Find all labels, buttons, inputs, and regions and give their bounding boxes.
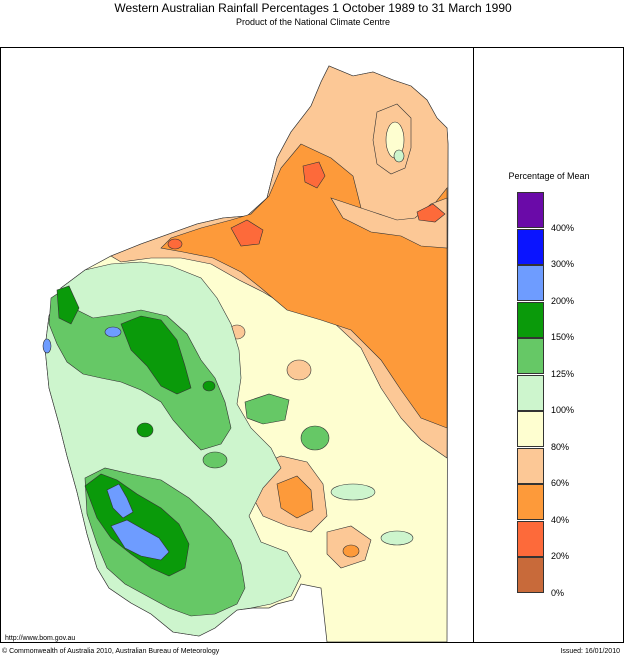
legend-label-150: 150% (551, 332, 575, 342)
legend-swatch-40 (517, 484, 544, 520)
legend-divider (473, 47, 474, 643)
legend-title: Percentage of Mean (508, 171, 590, 181)
legend-label-125: 125% (551, 368, 575, 379)
band-200-300-south (106, 483, 134, 519)
copyright-notice: © Commonwealth of Australia 2010, Austra… (2, 648, 220, 655)
legend-label-0: 0% (551, 587, 565, 598)
band-100-125-patch-east (330, 483, 376, 501)
band-150-200-small-spot (136, 422, 154, 438)
band-125-150-east-spot (244, 393, 290, 425)
band-100-125-island-north (393, 149, 405, 163)
band-125-150-coastal (48, 285, 232, 451)
legend-swatch-20 (517, 520, 544, 557)
band-40-60-southeast (342, 544, 360, 558)
map-frame (0, 47, 624, 643)
band-100-125-patch-southeast (380, 530, 414, 546)
legend-swatch-150 (517, 301, 544, 338)
legend-swatch-300 (517, 228, 544, 265)
band-20-40-spot-1 (302, 161, 326, 189)
legend-label-100: 100% (551, 405, 575, 415)
band-150-200-coastal (56, 285, 80, 325)
legend-swatch-125 (517, 338, 544, 374)
legend-label-40: 40% (551, 514, 570, 525)
rainfall-map (42, 65, 449, 642)
map-subtitle: Product of the National Climate Centre (235, 17, 391, 27)
legend-swatch-0 (517, 557, 544, 593)
band-200-300-central (104, 326, 122, 338)
map-title: Western Australian Rainfall Percentages … (114, 1, 512, 15)
band-60-80-central-spot (286, 359, 312, 381)
legend-label-60: 60% (551, 478, 570, 488)
legend-swatch-200 (517, 265, 544, 301)
legend-swatch-60 (517, 447, 544, 484)
legend-label-80: 80% (551, 441, 570, 452)
legend-swatch-400 (517, 192, 544, 228)
legend-label-400: 400% (551, 222, 575, 233)
source-url[interactable]: http://www.bom.gov.au (5, 635, 76, 642)
legend-label-200: 200% (551, 295, 575, 306)
band-125-150-interior-spot (300, 425, 330, 451)
band-40-60-south-interior (276, 475, 314, 519)
band-150-200-central (120, 315, 192, 395)
band-20-40-spot-4 (167, 238, 183, 250)
band-150-200-spot-east (202, 380, 216, 392)
band-200-300-south-lower (110, 519, 170, 561)
legend-swatch-80 (517, 411, 544, 447)
band-20-40-spot-2 (230, 219, 264, 247)
legend-label-300: 300% (551, 259, 575, 269)
band-200-300-coastal (42, 338, 52, 354)
band-60-80-interior-patch (330, 197, 448, 249)
issued-date: Issued: 16/01/2010 (560, 648, 620, 655)
legend-swatch-100 (517, 374, 544, 411)
band-125-150-small-spot (202, 451, 228, 469)
legend-label-20: 20% (551, 551, 570, 561)
band-20-40-spot-3 (416, 203, 446, 223)
